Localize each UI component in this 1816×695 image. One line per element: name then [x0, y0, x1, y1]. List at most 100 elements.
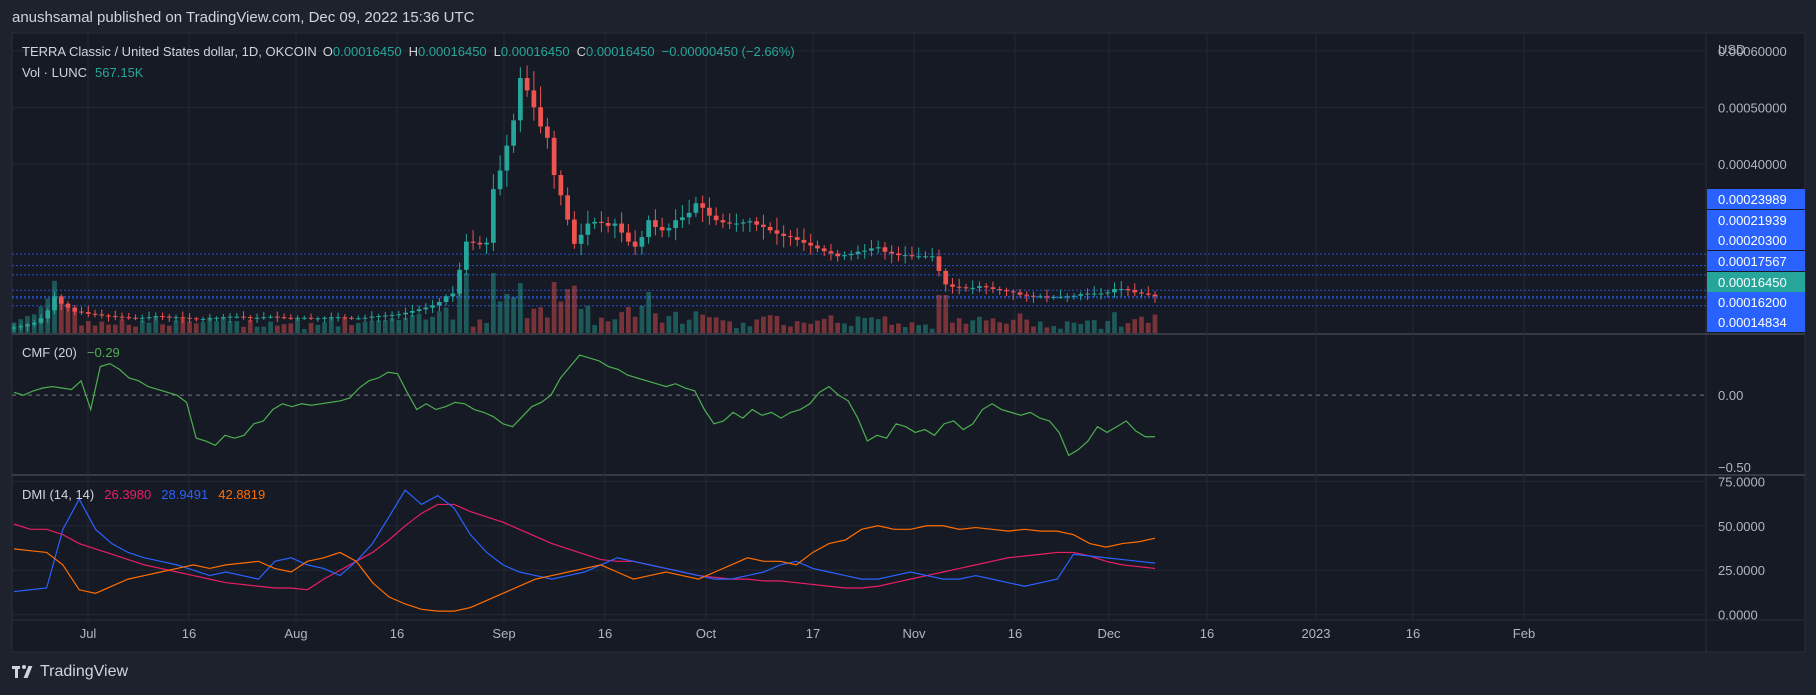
candle-body: [774, 230, 780, 234]
candle-body: [234, 316, 240, 318]
candle-body: [1031, 295, 1036, 297]
volume-bar: [308, 322, 314, 333]
volume-bar: [538, 307, 543, 333]
volume-bar: [72, 310, 78, 333]
volume-bar: [545, 317, 550, 333]
candle-body: [396, 314, 402, 316]
candle-body: [214, 317, 219, 319]
time-axis-label: 16: [1406, 626, 1420, 641]
volume-bar: [79, 325, 84, 333]
candle-body: [808, 242, 814, 246]
volume-bar: [342, 318, 348, 333]
candle-body: [1051, 296, 1057, 298]
volume-bar: [416, 313, 422, 333]
volume-bar: [848, 325, 854, 333]
volume-bar: [1031, 326, 1036, 333]
volume-bar: [409, 314, 415, 333]
candle-body: [929, 256, 935, 258]
publish-attribution: anushsamal published on TradingView.com,…: [12, 9, 475, 26]
candle-body: [99, 314, 105, 316]
volume-bar: [1118, 326, 1124, 333]
candle-body: [828, 251, 834, 254]
volume-bar: [173, 320, 179, 333]
volume-bar: [112, 324, 118, 333]
volume-bar: [734, 328, 739, 333]
candle-body: [646, 220, 652, 238]
candle-body: [173, 317, 179, 319]
volume-bar: [389, 318, 395, 333]
volume-bar: [740, 322, 746, 333]
volume-bar: [99, 321, 105, 333]
volume-bar: [1098, 328, 1104, 333]
volume-bar: [551, 282, 557, 333]
candle-body: [160, 316, 165, 318]
candle-body: [909, 255, 915, 257]
volume-bar: [301, 328, 307, 333]
volume-bar: [234, 321, 240, 333]
dmi-axis-label: 50.0000: [1718, 519, 1765, 534]
volume-bar: [241, 326, 246, 333]
candle-body: [106, 315, 111, 317]
candle-body: [146, 317, 152, 319]
candle-body: [288, 317, 294, 319]
volume-bar: [646, 291, 652, 333]
price-level-tag-label: 0.00017567: [1718, 254, 1787, 269]
volume-bar: [781, 325, 787, 333]
volume-bar: [1017, 313, 1023, 333]
volume-bar: [1024, 319, 1030, 333]
candle-body: [977, 286, 982, 288]
price-axis-label: 0.00060000: [1718, 44, 1787, 59]
volume-bar: [457, 273, 462, 333]
volume-bar: [254, 326, 260, 333]
candle-body: [680, 217, 685, 221]
candle-body: [1085, 293, 1090, 295]
candle-body: [747, 221, 753, 223]
volume-bar: [484, 322, 489, 333]
volume-bar: [808, 323, 814, 333]
candle-body: [322, 317, 327, 319]
time-axis-label: Jul: [80, 626, 97, 641]
volume-bar: [85, 320, 91, 333]
volume-bar: [1071, 322, 1077, 333]
price-level-tag: [1707, 189, 1805, 209]
dmi-value: 26.3980: [104, 487, 151, 502]
volume-bar: [970, 320, 976, 333]
volume-bar: [355, 322, 361, 333]
candle-body: [470, 241, 476, 243]
volume-bar: [653, 313, 658, 333]
volume-bar: [592, 325, 597, 333]
candle-body: [599, 221, 604, 223]
candle-body: [369, 316, 375, 318]
candle-body: [538, 107, 543, 127]
candle-body: [362, 317, 368, 319]
candle-body: [227, 316, 233, 318]
candle-body: [18, 326, 24, 328]
candle-body: [376, 316, 381, 318]
volume-bar: [1125, 323, 1131, 333]
volume-bar: [139, 320, 145, 333]
candle-body: [815, 245, 820, 249]
legend-ohlc-label: O: [323, 44, 333, 59]
candle-body: [247, 317, 253, 319]
candle-body: [653, 220, 658, 227]
cmf-title: CMF (20): [22, 345, 77, 360]
candle-body: [450, 293, 456, 297]
volume-bar: [470, 326, 476, 333]
candle-body: [734, 223, 739, 225]
candle-body: [916, 256, 922, 258]
price-level-tag-label: 0.00016200: [1718, 295, 1787, 310]
volume-bar: [38, 306, 44, 333]
legend-text: TERRA Classic / United States dollar, 1D…: [22, 44, 317, 59]
candle-body: [58, 296, 64, 304]
volume-bar: [720, 320, 726, 333]
candle-body: [382, 315, 388, 317]
volume-bar: [11, 322, 17, 333]
candle-body: [180, 317, 186, 319]
volume-bar: [288, 323, 294, 333]
volume-bar: [31, 314, 37, 333]
cmf-value: −0.29: [87, 345, 120, 360]
volume-bar: [382, 320, 388, 333]
candle-body: [1078, 294, 1084, 296]
tradingview-footer[interactable]: TradingView: [12, 663, 128, 681]
